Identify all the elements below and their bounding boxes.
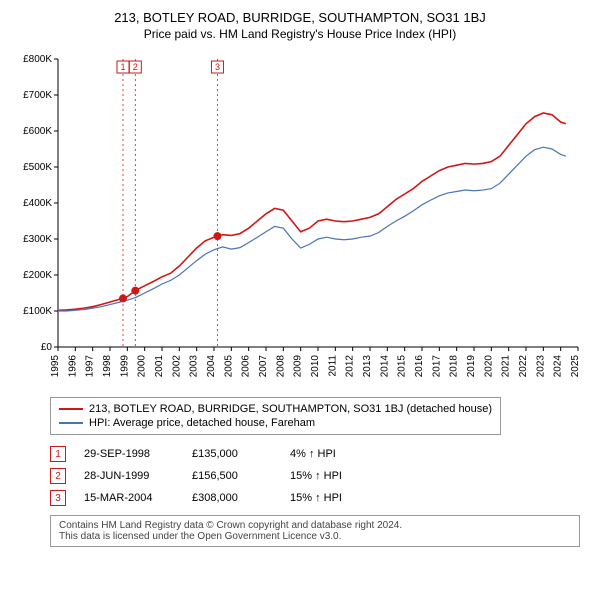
svg-text:2012: 2012 <box>345 355 356 378</box>
chart-area: £0 £100K £200K £300K £400K £500K £600K £700K £80… <box>10 49 590 389</box>
svg-text:£200K: £200K <box>23 270 52 281</box>
svg-text:£100K: £100K <box>23 306 52 317</box>
svg-text:£500K: £500K <box>23 162 52 173</box>
svg-text:1996: 1996 <box>67 355 78 378</box>
svg-text:2019: 2019 <box>466 355 477 378</box>
sale-row-3: 3 15-MAR-2004 £308,000 15% ↑ HPI <box>50 487 580 509</box>
sale-row-2: 2 28-JUN-1999 £156,500 15% ↑ HPI <box>50 465 580 487</box>
svg-text:2021: 2021 <box>501 355 512 378</box>
sale-date-3: 15-MAR-2004 <box>84 492 174 504</box>
svg-text:2009: 2009 <box>293 355 304 378</box>
svg-text:2010: 2010 <box>310 355 321 378</box>
sale-price-3: £308,000 <box>192 492 272 504</box>
svg-text:1997: 1997 <box>85 355 96 378</box>
footer-line1: Contains HM Land Registry data © Crown c… <box>59 520 571 531</box>
svg-text:£0: £0 <box>41 342 53 353</box>
svg-text:2004: 2004 <box>206 355 217 378</box>
svg-text:2017: 2017 <box>431 355 442 378</box>
svg-text:2025: 2025 <box>570 355 581 378</box>
legend-label-hpi: HPI: Average price, detached house, Fare… <box>89 417 315 429</box>
svg-text:2000: 2000 <box>137 355 148 378</box>
svg-text:3: 3 <box>215 62 220 72</box>
title-line2: Price paid vs. HM Land Registry's House … <box>10 27 590 41</box>
svg-text:2007: 2007 <box>258 355 269 378</box>
svg-text:1999: 1999 <box>119 355 130 378</box>
svg-text:2016: 2016 <box>414 355 425 378</box>
legend-row-hpi: HPI: Average price, detached house, Fare… <box>59 416 492 430</box>
sale-marker-2: 2 <box>50 468 66 484</box>
sale-marker-1: 1 <box>50 446 66 462</box>
svg-text:2015: 2015 <box>397 355 408 378</box>
legend-label-subject: 213, BOTLEY ROAD, BURRIDGE, SOUTHAMPTON,… <box>89 403 492 415</box>
chart-svg: £0 £100K £200K £300K £400K £500K £600K £700K £80… <box>10 49 590 389</box>
svg-text:2006: 2006 <box>241 355 252 378</box>
svg-text:£700K: £700K <box>23 90 52 101</box>
svg-text:2014: 2014 <box>379 355 390 378</box>
sale-price-1: £135,000 <box>192 448 272 460</box>
svg-text:2: 2 <box>133 62 138 72</box>
legend-swatch-subject <box>59 408 83 410</box>
svg-text:2024: 2024 <box>553 355 564 378</box>
title-block: 213, BOTLEY ROAD, BURRIDGE, SOUTHAMPTON,… <box>10 10 590 41</box>
svg-text:2022: 2022 <box>518 355 529 378</box>
svg-text:2002: 2002 <box>171 355 182 378</box>
legend-swatch-hpi <box>59 422 83 424</box>
svg-text:2020: 2020 <box>483 355 494 378</box>
sale-marker-3: 3 <box>50 490 66 506</box>
legend-row-subject: 213, BOTLEY ROAD, BURRIDGE, SOUTHAMPTON,… <box>59 402 492 416</box>
sales-block: 1 29-SEP-1998 £135,000 4% ↑ HPI 2 28-JUN… <box>50 443 580 509</box>
svg-text:2013: 2013 <box>362 355 373 378</box>
sale-delta-3: 15% ↑ HPI <box>290 492 390 504</box>
svg-text:2005: 2005 <box>223 355 234 378</box>
sale-price-2: £156,500 <box>192 470 272 482</box>
svg-text:1: 1 <box>120 62 125 72</box>
svg-text:£600K: £600K <box>23 126 52 137</box>
svg-text:£400K: £400K <box>23 198 52 209</box>
sale-date-1: 29-SEP-1998 <box>84 448 174 460</box>
sale-date-2: 28-JUN-1999 <box>84 470 174 482</box>
svg-text:2023: 2023 <box>535 355 546 378</box>
sale-delta-1: 4% ↑ HPI <box>290 448 390 460</box>
sale-delta-2: 15% ↑ HPI <box>290 470 390 482</box>
svg-text:£800K: £800K <box>23 54 52 65</box>
footer-line2: This data is licensed under the Open Gov… <box>59 531 571 542</box>
footer-box: Contains HM Land Registry data © Crown c… <box>50 515 580 547</box>
svg-text:1995: 1995 <box>50 355 61 378</box>
svg-text:£300K: £300K <box>23 234 52 245</box>
svg-text:2001: 2001 <box>154 355 165 378</box>
svg-text:2008: 2008 <box>275 355 286 378</box>
svg-text:2003: 2003 <box>189 355 200 378</box>
svg-text:2018: 2018 <box>449 355 460 378</box>
title-line1: 213, BOTLEY ROAD, BURRIDGE, SOUTHAMPTON,… <box>10 10 590 25</box>
legend-box: 213, BOTLEY ROAD, BURRIDGE, SOUTHAMPTON,… <box>50 397 501 435</box>
sale-row-1: 1 29-SEP-1998 £135,000 4% ↑ HPI <box>50 443 580 465</box>
svg-text:2011: 2011 <box>327 355 338 377</box>
svg-text:1998: 1998 <box>102 355 113 378</box>
